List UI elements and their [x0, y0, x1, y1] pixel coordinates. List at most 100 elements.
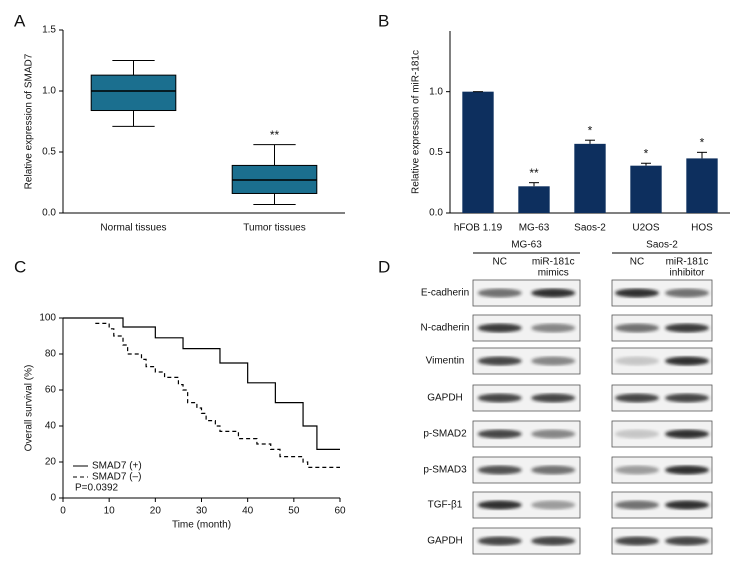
- survival-curve: [95, 322, 340, 468]
- y-tick-label: 40: [45, 421, 57, 432]
- lane-label: miR-181c: [666, 257, 709, 268]
- x-axis-label: Time (month): [172, 520, 231, 531]
- row-label: GAPDH: [427, 393, 463, 404]
- panel-label: B: [378, 11, 389, 30]
- y-tick-label: 0.5: [429, 147, 443, 158]
- band: [531, 356, 576, 366]
- row-label: N-cadherin: [421, 323, 470, 334]
- y-tick-label: 0.0: [42, 208, 56, 219]
- row-label: p-SMAD2: [423, 429, 467, 440]
- band: [665, 356, 709, 366]
- band: [531, 393, 576, 403]
- band: [531, 429, 576, 439]
- band: [615, 500, 659, 510]
- group-label: MG-63: [511, 240, 542, 251]
- band: [615, 465, 659, 475]
- band: [615, 429, 659, 439]
- legend-label: SMAD7 (+): [92, 461, 142, 472]
- y-tick-label: 0.5: [42, 147, 56, 158]
- band: [615, 323, 659, 333]
- band: [531, 536, 576, 546]
- significance: *: [644, 146, 649, 160]
- band: [531, 288, 576, 298]
- band: [477, 356, 522, 366]
- band: [665, 465, 709, 475]
- x-tick-label: Tumor tissues: [243, 223, 305, 234]
- band: [531, 323, 576, 333]
- significance: **: [270, 128, 280, 142]
- bar: [518, 186, 550, 213]
- lane-label: mimics: [538, 268, 569, 279]
- x-tick-label: 60: [334, 506, 346, 517]
- band: [477, 500, 522, 510]
- y-axis-label: Overall survival (%): [24, 365, 35, 452]
- band: [615, 393, 659, 403]
- bar: [630, 165, 662, 213]
- panel-label: C: [14, 257, 26, 276]
- band: [615, 288, 659, 298]
- band: [477, 465, 522, 475]
- p-value: P=0.0392: [75, 483, 119, 494]
- box: [90, 74, 177, 112]
- x-tick-label: 50: [288, 506, 300, 517]
- lane-label: NC: [493, 257, 507, 268]
- band: [531, 465, 576, 475]
- band: [477, 288, 522, 298]
- row-label: p-SMAD3: [423, 465, 467, 476]
- y-tick-label: 1.0: [42, 86, 56, 97]
- bar: [686, 158, 718, 213]
- x-tick-label: Saos-2: [574, 223, 606, 234]
- band: [665, 323, 709, 333]
- x-tick-label: hFOB 1.19: [454, 223, 503, 234]
- x-tick-label: MG-63: [519, 223, 550, 234]
- x-tick-label: Normal tissues: [100, 223, 166, 234]
- x-tick-label: HOS: [691, 223, 713, 234]
- significance: *: [588, 123, 593, 137]
- y-axis-label: Relative expression of miR-181c: [411, 50, 422, 194]
- x-tick-label: 0: [60, 506, 66, 517]
- x-tick-label: 10: [104, 506, 116, 517]
- band: [615, 536, 659, 546]
- row-label: E-cadherin: [421, 288, 469, 299]
- survival-curve: [63, 317, 340, 450]
- x-tick-label: 30: [196, 506, 208, 517]
- y-tick-label: 80: [45, 349, 57, 360]
- x-tick-label: 40: [242, 506, 254, 517]
- lane-label: NC: [630, 257, 644, 268]
- band: [477, 536, 522, 546]
- band: [477, 323, 522, 333]
- legend-label: SMAD7 (–): [92, 472, 141, 483]
- y-tick-label: 0: [50, 493, 56, 504]
- row-label: GAPDH: [427, 536, 463, 547]
- panel-label: A: [14, 11, 26, 30]
- band: [665, 536, 709, 546]
- band: [477, 429, 522, 439]
- significance: **: [529, 166, 539, 180]
- y-tick-label: 60: [45, 385, 57, 396]
- bar: [462, 91, 494, 213]
- band: [665, 288, 709, 298]
- row-label: Vimentin: [426, 356, 465, 367]
- band: [665, 429, 709, 439]
- y-tick-label: 1.5: [42, 25, 56, 36]
- bar: [574, 143, 606, 213]
- panel-label: D: [378, 257, 390, 276]
- group-label: Saos-2: [646, 240, 678, 251]
- lane-label: inhibitor: [669, 268, 705, 279]
- y-tick-label: 1.0: [429, 86, 443, 97]
- band: [615, 356, 659, 366]
- band: [665, 500, 709, 510]
- y-tick-label: 100: [39, 313, 56, 324]
- band: [665, 393, 709, 403]
- lane-label: miR-181c: [532, 257, 575, 268]
- band: [531, 500, 576, 510]
- row-label: TGF-β1: [428, 500, 463, 511]
- significance: *: [700, 136, 705, 150]
- x-tick-label: 20: [150, 506, 162, 517]
- x-tick-label: U2OS: [632, 223, 660, 234]
- band: [477, 393, 522, 403]
- y-tick-label: 20: [45, 457, 57, 468]
- y-axis-label: Relative expression of SMAD7: [24, 53, 35, 189]
